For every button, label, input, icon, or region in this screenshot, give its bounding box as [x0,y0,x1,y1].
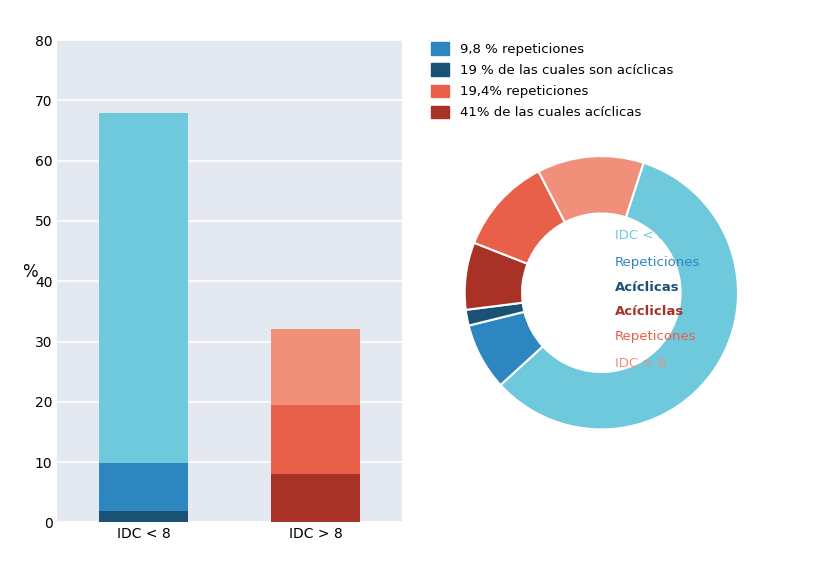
Bar [270,474,360,522]
Text: Acíclicas: Acíclicas [614,281,679,294]
Wedge shape [473,172,564,264]
Text: IDC > 8: IDC > 8 [614,357,665,370]
Bar [270,405,360,474]
Y-axis label: %: % [22,263,38,281]
Bar [98,511,188,522]
Wedge shape [500,163,737,429]
Legend: 9,8 % repeticiones, 19 % de las cuales son acíclicas, 19,4% repeticiones, 41% de: 9,8 % repeticiones, 19 % de las cuales s… [425,37,678,125]
Text: Repeticones: Repeticones [614,330,696,343]
Bar [270,329,360,405]
Wedge shape [464,243,527,310]
Bar [98,113,188,463]
Text: Repeticiones: Repeticiones [614,256,699,269]
Wedge shape [538,156,643,222]
Text: Acícliclas: Acícliclas [614,305,683,319]
Bar [98,463,188,511]
Text: IDC < 8: IDC < 8 [614,229,665,242]
Wedge shape [465,302,523,325]
Wedge shape [468,312,542,385]
